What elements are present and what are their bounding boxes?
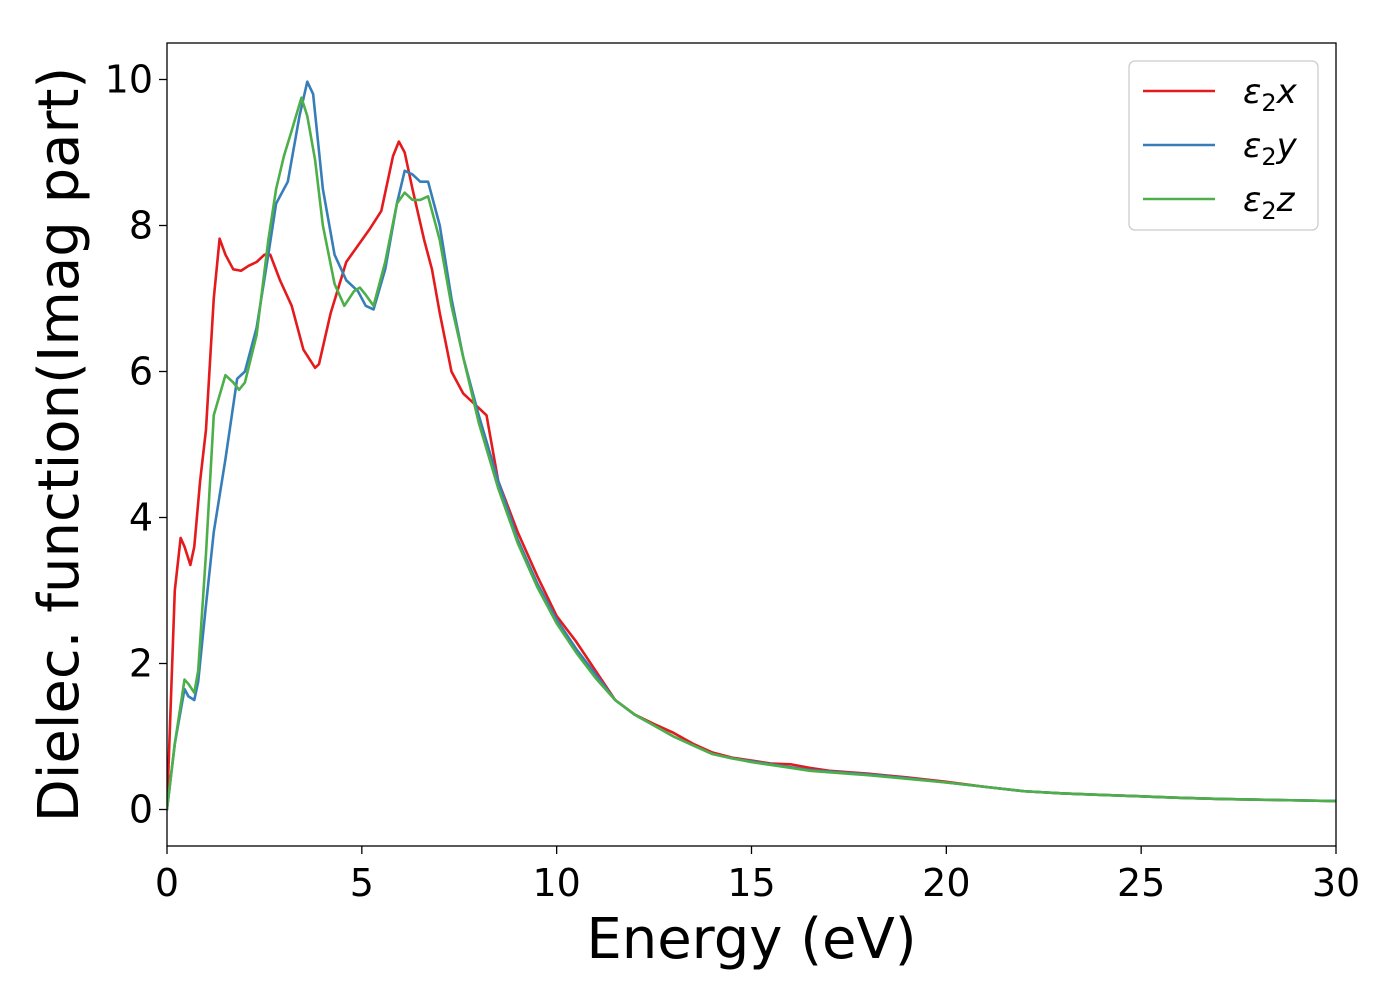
x-tick-label: 20 xyxy=(922,861,970,905)
x-tick-label: 30 xyxy=(1312,861,1360,905)
x-tick-label: 10 xyxy=(532,861,580,905)
series-line-x xyxy=(167,140,1336,811)
plot-lines xyxy=(167,80,1336,811)
legend-label: ε2z xyxy=(1243,180,1296,225)
legend-box xyxy=(1128,60,1319,231)
legend-label: ε2y xyxy=(1243,126,1298,171)
x-tick-label: 15 xyxy=(727,861,775,905)
x-axis-label: Energy (eV) xyxy=(586,907,916,972)
y-axis-ticks: 0 2 4 6 8 10 xyxy=(105,58,167,832)
series-line-z xyxy=(167,96,1336,811)
x-tick-label: 5 xyxy=(350,861,374,905)
y-tick-label: 10 xyxy=(105,58,153,102)
y-tick-label: 8 xyxy=(129,204,153,248)
legend-label: ε2x xyxy=(1243,72,1298,117)
y-tick-label: 2 xyxy=(129,642,153,686)
legend-item-z: ε2z xyxy=(1143,180,1296,225)
y-tick-label: 0 xyxy=(129,788,153,832)
y-tick-label: 6 xyxy=(129,350,153,394)
legend-item-x: ε2x xyxy=(1143,72,1298,117)
legend-item-y: ε2y xyxy=(1143,126,1298,171)
y-axis-label: Dielec. function(Imag part) xyxy=(27,67,92,823)
legend: ε2x ε2y ε2z xyxy=(1128,60,1319,231)
x-tick-label: 25 xyxy=(1117,861,1165,905)
x-tick-label: 0 xyxy=(155,861,179,905)
y-tick-label: 4 xyxy=(129,496,153,540)
x-axis-ticks: 0 5 10 15 20 25 30 xyxy=(155,846,1360,905)
